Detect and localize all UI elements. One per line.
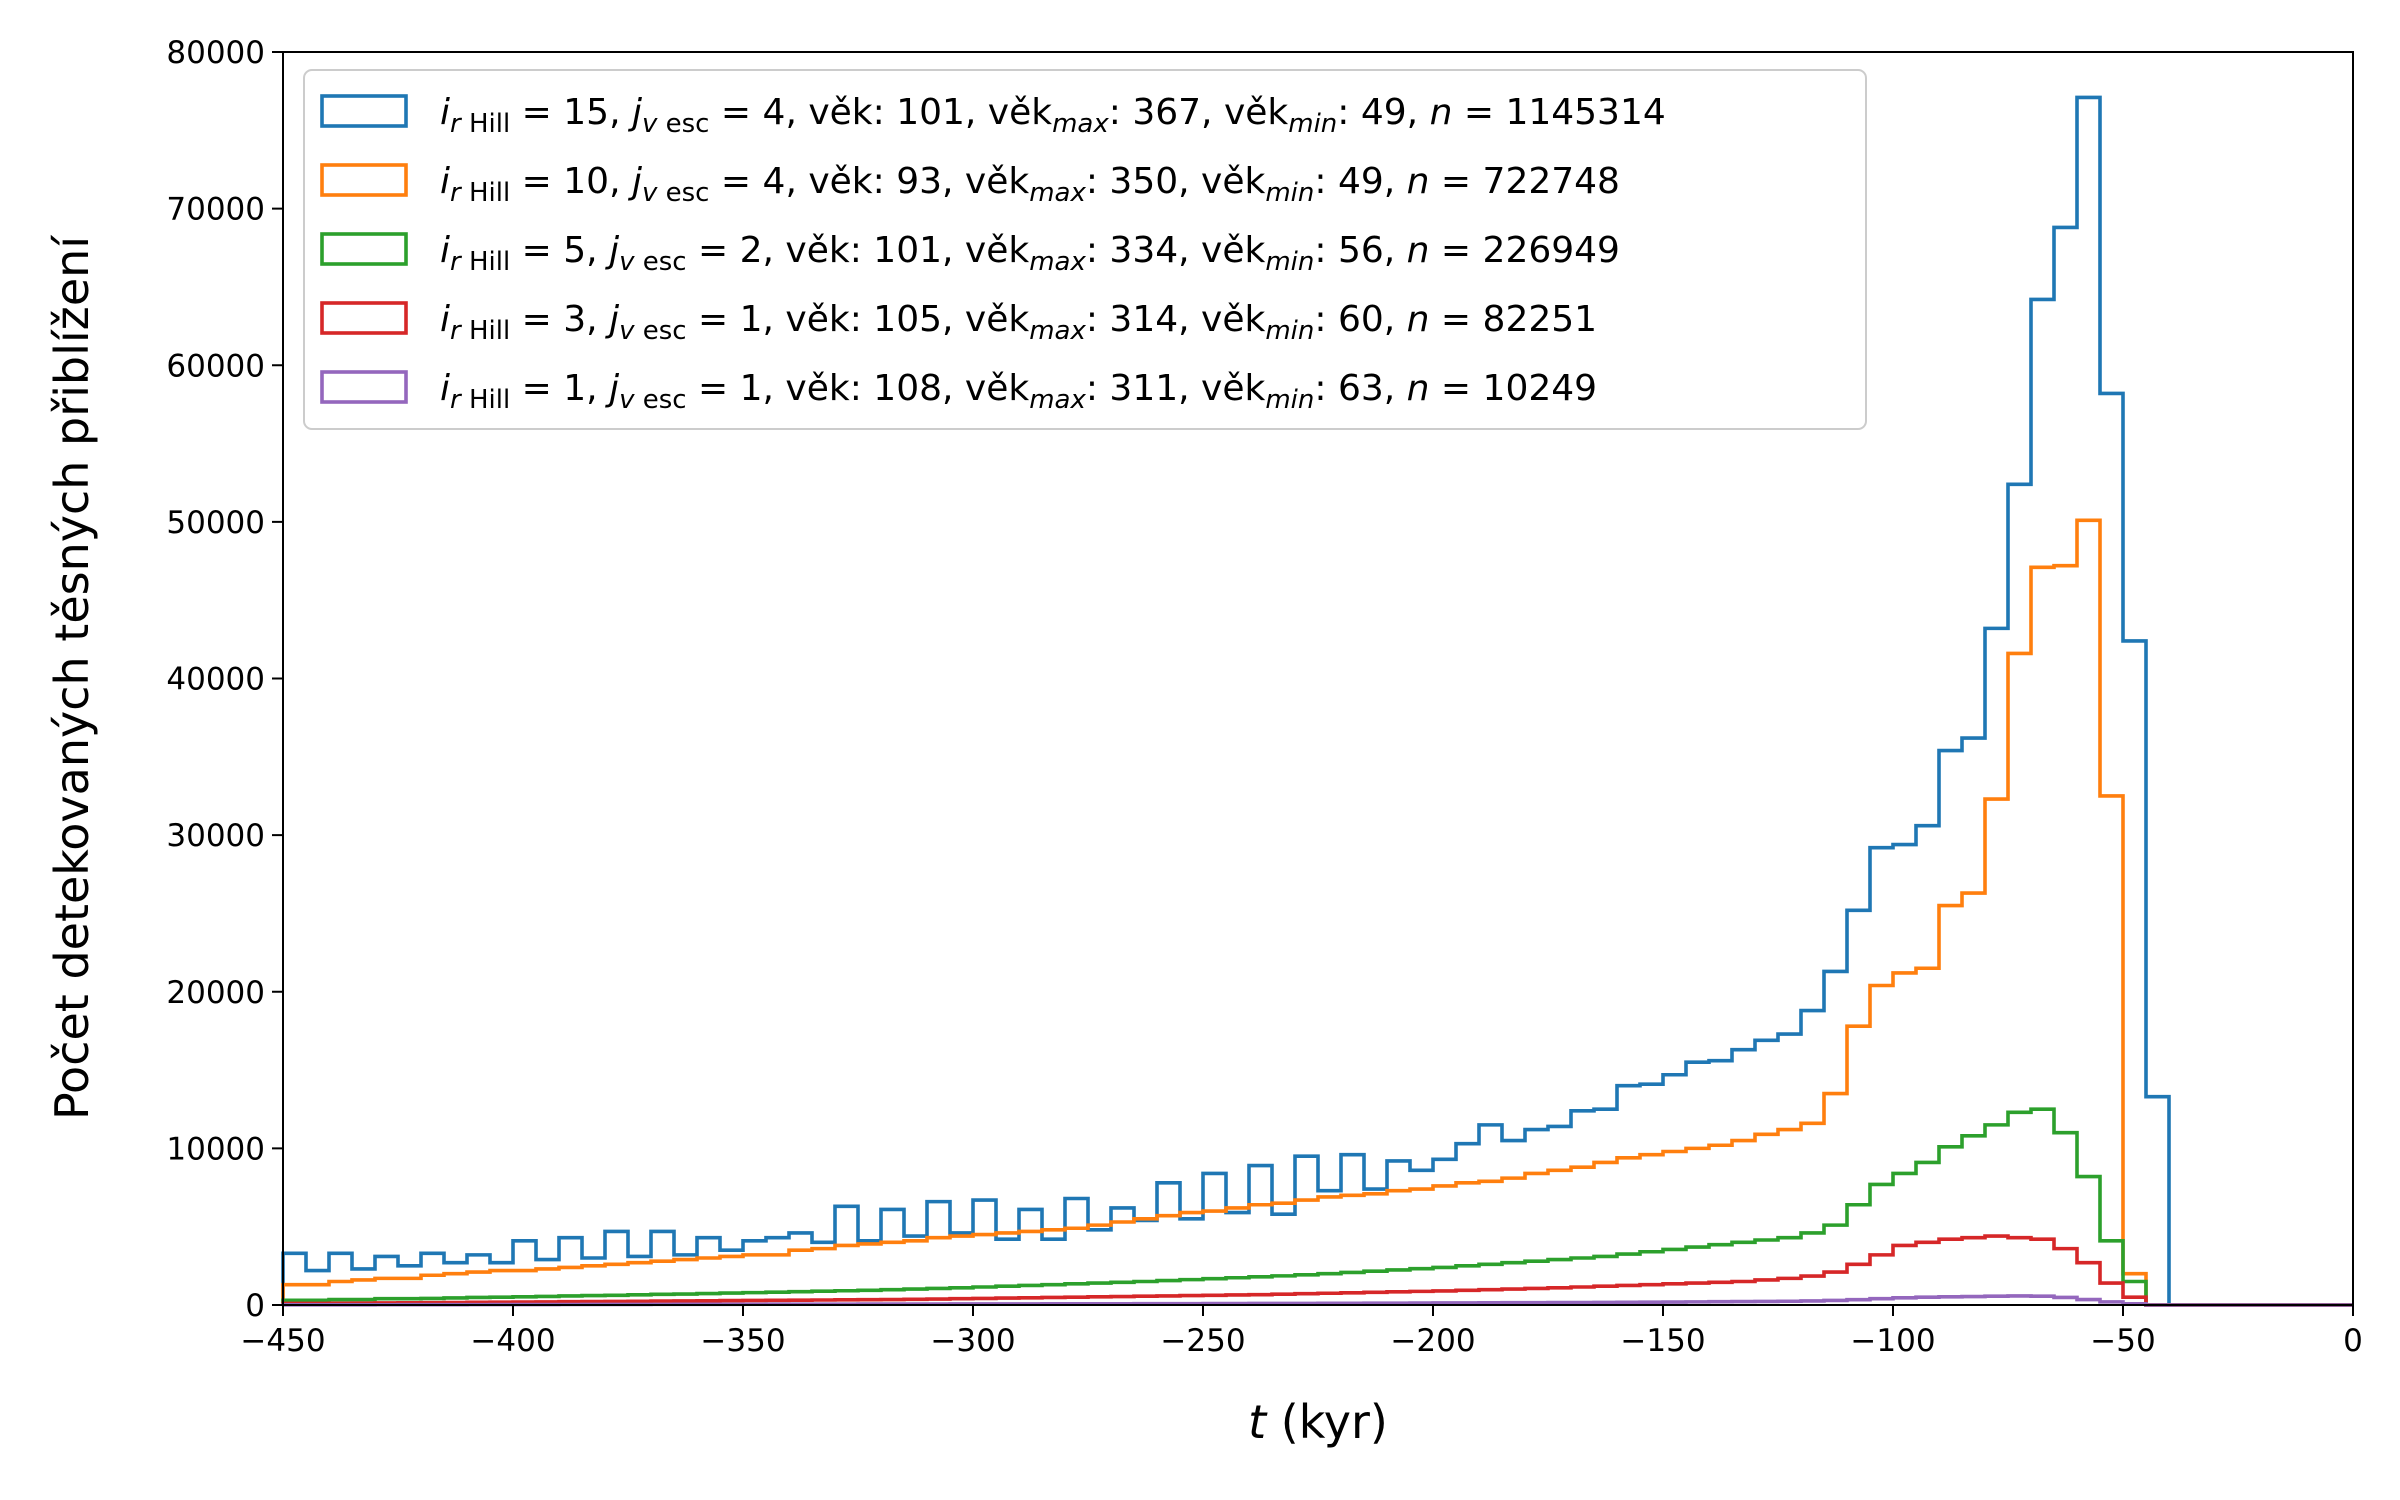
x-tick-label: −450 (240, 1323, 325, 1359)
x-tick-label: −400 (470, 1323, 555, 1359)
x-axis-label: t (kyr) (1248, 1395, 1388, 1449)
x-tick-label: −300 (930, 1323, 1015, 1359)
legend-swatch (320, 163, 408, 197)
y-tick-label: 0 (245, 1288, 265, 1324)
legend-entry-2: ir Hill = 10, jv esc = 4, věk: 93, věkma… (440, 161, 1620, 208)
y-tick-label: 30000 (166, 818, 265, 854)
x-tick-label: −50 (2090, 1323, 2155, 1359)
x-tick-label: 0 (2343, 1323, 2363, 1359)
x-axis-variable: t (1248, 1395, 1268, 1449)
legend-entry-5: ir Hill = 1, jv esc = 1, věk: 108, věkma… (440, 368, 1597, 415)
legend-entry-1: ir Hill = 15, jv esc = 4, věk: 101, věkm… (440, 92, 1666, 139)
y-axis: 0 10000 20000 30000 40000 50000 60000 70000 8000… (166, 35, 283, 1324)
legend-entry-3: ir Hill = 5, jv esc = 2, věk: 101, věkma… (440, 230, 1620, 277)
legend-box (303, 69, 1867, 430)
x-tick-label: −350 (700, 1323, 785, 1359)
y-tick-label: 80000 (166, 35, 265, 71)
y-tick-label: 60000 (166, 348, 265, 384)
legend-swatch (320, 232, 408, 266)
x-tick-label: −100 (1850, 1323, 1935, 1359)
histogram-series-3 (281, 1107, 2353, 1307)
histogram-series-2 (281, 518, 2353, 1307)
y-tick-label: 20000 (166, 975, 265, 1011)
x-tick-label: −150 (1620, 1323, 1705, 1359)
legend-swatch (320, 370, 408, 404)
y-tick-label: 10000 (166, 1131, 265, 1167)
legend-entry-4: ir Hill = 3, jv esc = 1, věk: 105, věkma… (440, 299, 1597, 346)
y-tick-label: 70000 (166, 192, 265, 228)
legend-swatch (320, 94, 408, 128)
y-axis-label: Počet detekovaných těsných přiblížení (45, 235, 99, 1120)
y-tick-label: 50000 (166, 505, 265, 541)
x-tick-label: −250 (1160, 1323, 1245, 1359)
x-axis-unit: (kyr) (1266, 1395, 1388, 1449)
histogram-series-1 (281, 95, 2353, 1307)
legend: ir Hill = 15, jv esc = 4, věk: 101, věkm… (303, 69, 1867, 430)
histogram-series-4 (281, 1234, 2353, 1307)
x-axis: −450 −400 −350 −300 −250 −200 −150 −100 −50 0 (240, 1305, 2363, 1359)
legend-swatch (320, 301, 408, 335)
y-tick-label: 40000 (166, 662, 265, 698)
x-tick-label: −200 (1390, 1323, 1475, 1359)
